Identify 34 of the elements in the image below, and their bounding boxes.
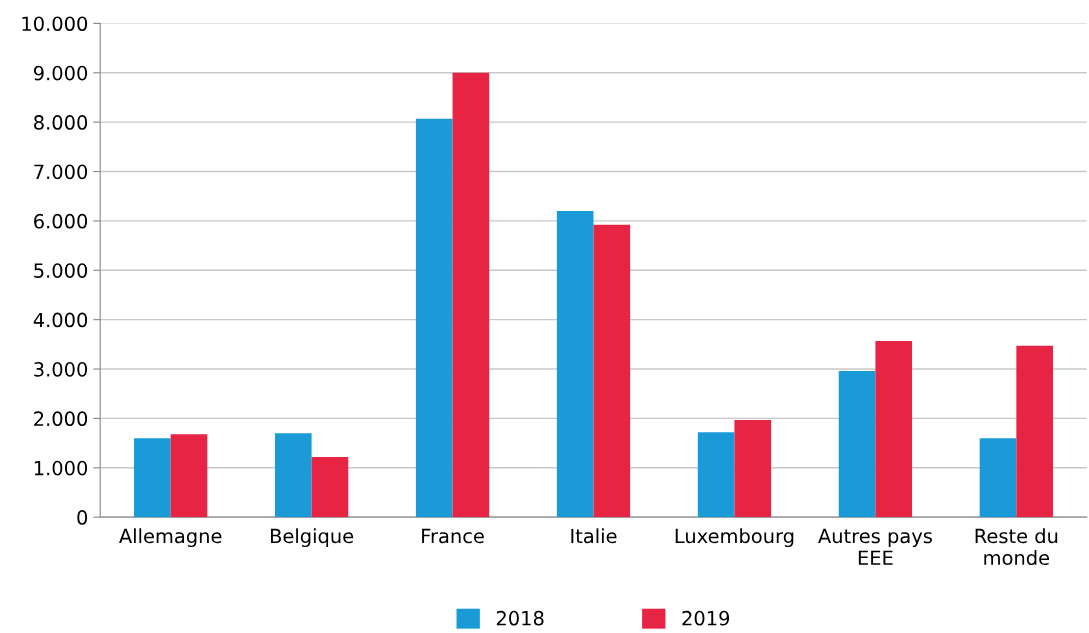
x-tick-label: Autres pays EEE [818,528,932,565]
y-tick-label: 3.000 [34,361,88,377]
x-tick-label: Italie [571,528,617,544]
bar [556,211,594,518]
bar [134,438,171,518]
bar [1016,345,1053,518]
bar [274,433,312,518]
legend-label: 2019 [682,610,730,626]
bar [697,432,735,518]
y-tick-label: 9.000 [33,65,88,81]
bar [415,118,453,518]
y-tick-label: 4.000 [33,312,88,328]
bar [838,371,876,518]
bar [311,456,349,518]
bar [979,438,1017,518]
x-tick-label: Belgique [270,528,354,548]
x-tick-label: Allemagne [119,528,222,548]
legend-label: 2018 [496,610,544,626]
bar [875,340,913,518]
x-tick-label: Reste du monde [975,528,1058,566]
y-tick-label: 2.000 [34,411,88,427]
y-tick-label: 5.000 [34,263,88,278]
y-tick-label: 10.000 [22,16,88,32]
y-tick-label: 6.000 [34,213,88,229]
bar [452,72,490,518]
y-tick-label: 7.000 [34,164,88,180]
y-tick-label: 1.000 [34,460,88,476]
y-tick-label: 0 [77,510,88,525]
x-tick-label: France [422,528,484,544]
x-tick-label: Luxembourg [675,528,794,548]
bar [734,419,772,518]
bar [170,434,208,518]
bar [593,224,631,518]
y-tick-label: 8.000 [34,115,88,130]
